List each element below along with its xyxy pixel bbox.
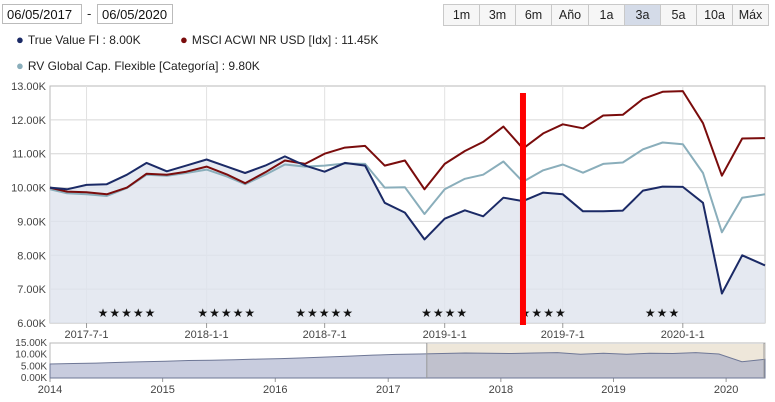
range-button-3a[interactable]: 3a xyxy=(624,4,661,26)
x-tick-label: 2020-1-1 xyxy=(661,329,705,341)
rating-stars: ★★★★★ xyxy=(295,306,354,320)
navigator-x-tick-label: 2015 xyxy=(150,384,174,396)
legend-label: MSCI ACWI NR USD [Idx] : 11.45K xyxy=(191,33,379,47)
y-tick-label: 10.00K xyxy=(11,183,47,195)
date-marker-bar xyxy=(519,93,526,325)
navigator-x-tick-label: 2019 xyxy=(601,384,625,396)
rating-stars: ★★★★★ xyxy=(98,306,157,320)
range-selector: 1m 3m 6m Año 1a 3a 5a 10a Máx xyxy=(443,4,769,26)
legend-item-true-value[interactable]: ● True Value FI : 8.00K xyxy=(16,32,141,47)
navigator-series-area xyxy=(49,352,766,379)
navigator-y-tick-label: 5.00K xyxy=(21,361,47,372)
range-button-6m[interactable]: 6m xyxy=(515,4,552,26)
range-button-5a[interactable]: 5a xyxy=(660,4,697,26)
rating-stars: ★★★★ xyxy=(520,306,567,320)
navigator-x-tick-label: 2016 xyxy=(263,384,287,396)
navigator-y-tick-label: 10.00K xyxy=(15,350,47,361)
navigator-y-tick-label: 0.00K xyxy=(21,373,47,384)
rating-stars: ★★★ xyxy=(645,306,680,320)
x-tick-label: 2019-7-1 xyxy=(541,329,585,341)
navigator-x-tick-label: 2014 xyxy=(38,384,62,396)
navigator-x-tick-label: 2020 xyxy=(714,384,738,396)
x-tick-label: 2018-7-1 xyxy=(303,329,347,341)
series-line-true-value xyxy=(49,155,766,295)
navigator-y-tick-label: 15.00K xyxy=(15,338,47,349)
series-dot-icon: ● xyxy=(16,58,24,73)
y-tick-label: 7.00K xyxy=(17,284,46,296)
legend-label: RV Global Cap. Flexible [Categoría] : 9.… xyxy=(27,59,260,73)
range-button-10a[interactable]: 10a xyxy=(696,4,733,26)
x-tick-label: 2019-1-1 xyxy=(423,329,467,341)
range-button-1m[interactable]: 1m xyxy=(443,4,480,26)
range-button-max[interactable]: Máx xyxy=(732,4,769,26)
y-tick-label: 9.00K xyxy=(17,216,46,228)
x-tick-label: 2017-7-1 xyxy=(65,329,109,341)
y-tick-label: 13.00K xyxy=(11,81,47,93)
date-from-field[interactable] xyxy=(2,4,82,24)
y-tick-label: 12.00K xyxy=(11,115,47,127)
x-tick-label: 2018-1-1 xyxy=(185,329,229,341)
y-tick-label: 8.00K xyxy=(17,250,46,262)
series-dot-icon: ● xyxy=(180,32,188,47)
date-to-field[interactable] xyxy=(97,4,173,24)
rating-stars: ★★★★★ xyxy=(197,306,256,320)
navigator-x-tick-label: 2018 xyxy=(489,384,513,396)
series-dot-icon: ● xyxy=(16,32,24,47)
date-separator: - xyxy=(87,6,92,21)
legend-item-category[interactable]: ● RV Global Cap. Flexible [Categoría] : 9… xyxy=(16,58,260,73)
legend-item-msci[interactable]: ● MSCI ACWI NR USD [Idx] : 11.45K xyxy=(180,32,378,47)
navigator-x-tick-label: 2017 xyxy=(376,384,400,396)
range-button-year[interactable]: Año xyxy=(551,4,589,26)
y-tick-label: 6.00K xyxy=(17,318,46,330)
series-line-msci xyxy=(49,90,766,196)
y-tick-label: 11.00K xyxy=(12,149,47,161)
series-line-category xyxy=(49,141,766,234)
fund-area-fill xyxy=(50,156,765,323)
rating-stars: ★★★★ xyxy=(421,306,468,320)
legend-label: True Value FI : 8.00K xyxy=(27,33,141,47)
